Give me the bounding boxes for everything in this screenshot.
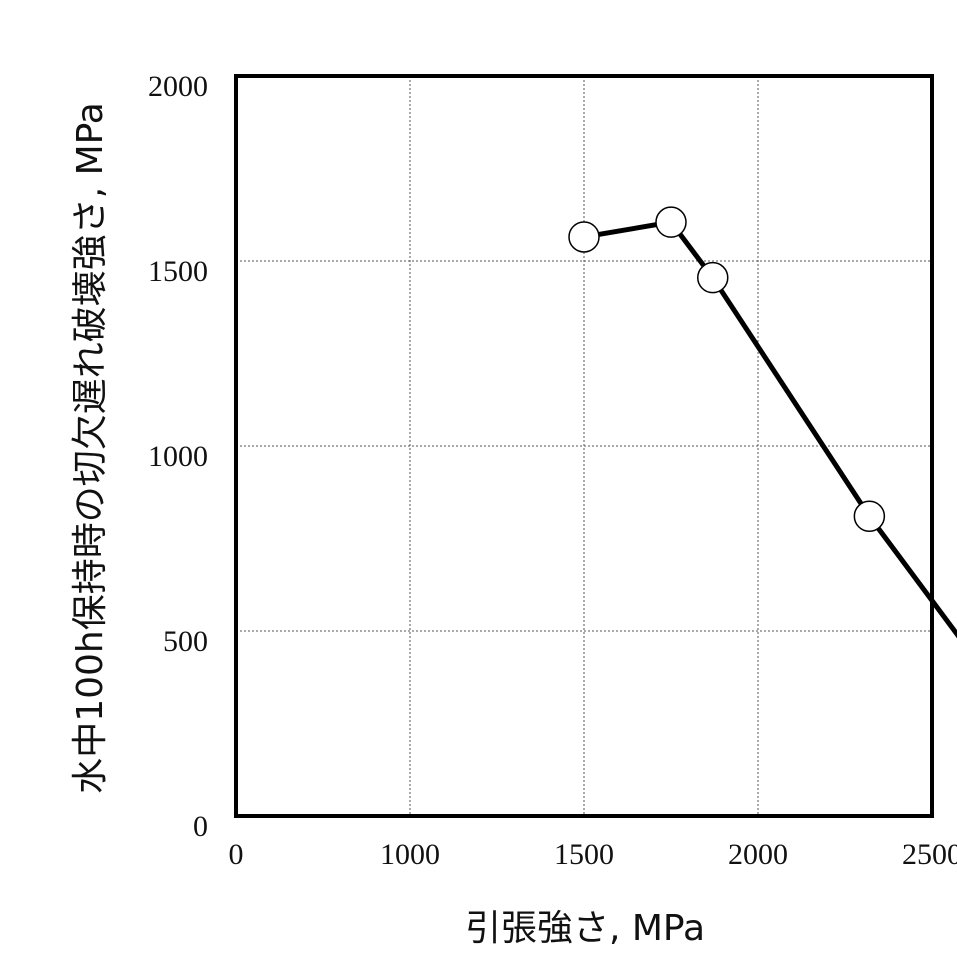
x-tick-label: 2000 (728, 838, 788, 871)
y-axis-title: 水中100h保持時の切欠遅れ破壊強さ, MPa (70, 102, 111, 794)
grid-lines (236, 76, 932, 816)
x-tick-label: 1000 (380, 838, 440, 871)
y-tick-label: 2000 (148, 70, 208, 103)
y-tick-label: 1500 (148, 255, 208, 288)
x-axis-title: 引張強さ, MPa (465, 908, 705, 949)
y-tick-labels: 0 500 1000 1500 2000 (148, 70, 208, 843)
y-tick-label: 0 (193, 810, 208, 843)
x-tick-label: 2500 (902, 838, 957, 871)
series-layer (568, 206, 957, 639)
data-point (568, 221, 600, 253)
series-line (583, 219, 957, 639)
data-point (853, 500, 886, 533)
y-tick-label: 1000 (148, 440, 208, 473)
data-point (655, 206, 687, 238)
data-point (697, 261, 729, 294)
x-tick-label: 0 (229, 838, 244, 871)
y-tick-label: 500 (163, 625, 208, 658)
plot-frame (234, 74, 934, 818)
x-tick-labels: 0 1000 1500 2000 2500 (229, 838, 957, 871)
x-tick-label: 1500 (554, 838, 614, 871)
